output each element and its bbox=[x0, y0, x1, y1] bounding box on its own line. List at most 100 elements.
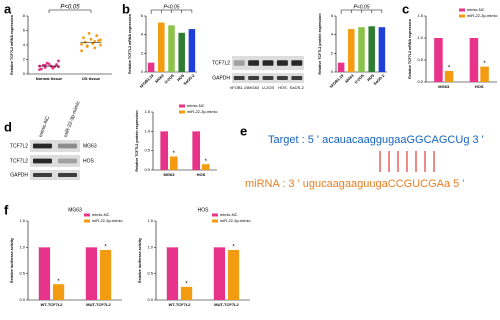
point bbox=[51, 66, 55, 69]
y-tick-label: 1.0 bbox=[147, 244, 153, 249]
blot-lane-label: U-2OS bbox=[262, 85, 275, 90]
blot-side-label: HOS bbox=[83, 158, 95, 164]
y-tick-label: 0 bbox=[23, 71, 26, 76]
legend-label: miR-22-3p-mimic bbox=[467, 13, 497, 18]
x-tick-label: MUT-TCF7L2 bbox=[214, 302, 239, 307]
bar bbox=[368, 26, 375, 72]
y-axis-label: Relative TCF7L2 mRNA expression bbox=[10, 15, 14, 75]
y-axis-label: Relative TCF7L2 protein expression bbox=[135, 110, 139, 171]
chart-title: MG63 bbox=[68, 207, 82, 213]
y-tick-label: 1.0 bbox=[19, 244, 25, 249]
x-tick-label: U-2OS bbox=[354, 73, 365, 84]
point bbox=[99, 43, 102, 47]
point bbox=[91, 42, 95, 45]
point bbox=[80, 42, 83, 46]
blot-lane-label: SaOS-2 bbox=[290, 85, 305, 90]
y-axis-label: Relative TCF7L2 mRNA expression bbox=[408, 19, 412, 79]
significance-star: * bbox=[185, 281, 188, 287]
point bbox=[89, 37, 93, 41]
y-tick-label: 1.5 bbox=[147, 218, 153, 223]
y-tick-label: 2 bbox=[23, 57, 26, 62]
bar bbox=[178, 32, 185, 72]
y-tick-label: 4 bbox=[331, 32, 334, 37]
y-axis-label: Relative TCF7L2 protein expression bbox=[318, 13, 322, 74]
bar bbox=[38, 247, 51, 300]
legend-swatch bbox=[212, 213, 218, 217]
significance-bracket bbox=[48, 9, 92, 13]
y-tick-label: 2 bbox=[141, 50, 144, 55]
blot-lane-label: MG63 bbox=[248, 85, 260, 90]
blot-band bbox=[33, 158, 52, 164]
point bbox=[57, 59, 60, 63]
blot-lane-label: HOS bbox=[278, 85, 287, 90]
y-axis-label: Relative luciferase activity bbox=[10, 238, 14, 283]
significance-star: * bbox=[205, 159, 208, 165]
blot-band bbox=[58, 158, 77, 164]
blot-band bbox=[291, 76, 303, 80]
blot-row-label: TCF7L2 bbox=[10, 143, 28, 149]
legend-swatch bbox=[212, 219, 218, 223]
blot-row-label: GAPDH bbox=[212, 75, 230, 81]
legend-swatch bbox=[84, 213, 90, 217]
significance-star: * bbox=[232, 245, 235, 251]
target-sequence: Target : 5 ' acauacaaggugaaGGCAGCUg 3 ' bbox=[268, 134, 484, 146]
significance-star: * bbox=[173, 151, 176, 157]
bar bbox=[434, 38, 443, 82]
blot-band bbox=[248, 60, 260, 66]
panel-label: e bbox=[240, 123, 247, 138]
point bbox=[93, 46, 97, 50]
panel-label: a bbox=[4, 1, 12, 16]
legend-swatch bbox=[459, 14, 465, 18]
legend-label: mimic-NC bbox=[187, 103, 205, 108]
significance-star: * bbox=[104, 245, 107, 251]
significance-star: * bbox=[483, 61, 486, 67]
point bbox=[87, 32, 91, 35]
blot-band bbox=[262, 76, 274, 80]
y-tick-label: 8 bbox=[23, 13, 26, 18]
p-value-label: P<0.05 bbox=[60, 5, 80, 11]
y-tick-label: 0 bbox=[331, 69, 334, 74]
significance-star: * bbox=[448, 66, 451, 72]
blot-strip bbox=[30, 170, 80, 180]
y-tick-label: 0.0 bbox=[144, 167, 150, 172]
y-tick-label: 0.0 bbox=[19, 297, 25, 302]
panel-label: c bbox=[402, 1, 409, 16]
blot-band bbox=[233, 76, 245, 80]
point bbox=[45, 61, 49, 65]
legend-swatch bbox=[84, 219, 90, 223]
bar bbox=[469, 38, 479, 82]
panel-label: f bbox=[4, 202, 9, 217]
x-tick-label: MUT-TCF7L2 bbox=[86, 302, 111, 307]
y-tick-label: 1.5 bbox=[144, 109, 150, 114]
bar bbox=[99, 249, 112, 300]
x-tick-label: WT-TCF7L2 bbox=[41, 302, 64, 307]
x-tick-label: MG63 bbox=[155, 74, 165, 84]
legend-label: miR-22-3p-mimic bbox=[220, 218, 250, 223]
x-tick-label: HOS bbox=[197, 172, 206, 177]
legend-swatch bbox=[459, 8, 465, 12]
legend-label: mimic-NC bbox=[220, 212, 238, 217]
y-axis-label: Relative TCF7L2 mRNA expression bbox=[128, 14, 132, 74]
x-tick-label: SaOS-2 bbox=[373, 74, 385, 86]
blot-lane-label: hFOB1.19 bbox=[230, 85, 249, 90]
bar bbox=[444, 71, 454, 82]
bar bbox=[358, 27, 365, 72]
y-tick-label: 0.5 bbox=[144, 148, 150, 153]
blot-strip bbox=[30, 155, 80, 167]
chart-title: HOS bbox=[198, 207, 210, 213]
legend-swatch bbox=[179, 104, 185, 108]
point bbox=[40, 67, 43, 71]
point bbox=[80, 49, 83, 53]
point bbox=[85, 44, 89, 48]
x-tick-label: WT-TCF7L2 bbox=[169, 302, 192, 307]
x-tick-label: hFOB1.19 bbox=[139, 74, 154, 89]
y-tick-label: 4 bbox=[141, 32, 144, 37]
y-tick-label: 1.5 bbox=[417, 13, 423, 18]
x-tick-label: OS tissue bbox=[82, 76, 101, 81]
bar bbox=[169, 156, 178, 170]
x-tick-label: SaOS-2 bbox=[183, 74, 195, 86]
bar bbox=[85, 247, 98, 300]
legend-label: miR-22-3p-mimic bbox=[92, 218, 122, 223]
x-tick-label: Normal tissue bbox=[36, 76, 63, 81]
